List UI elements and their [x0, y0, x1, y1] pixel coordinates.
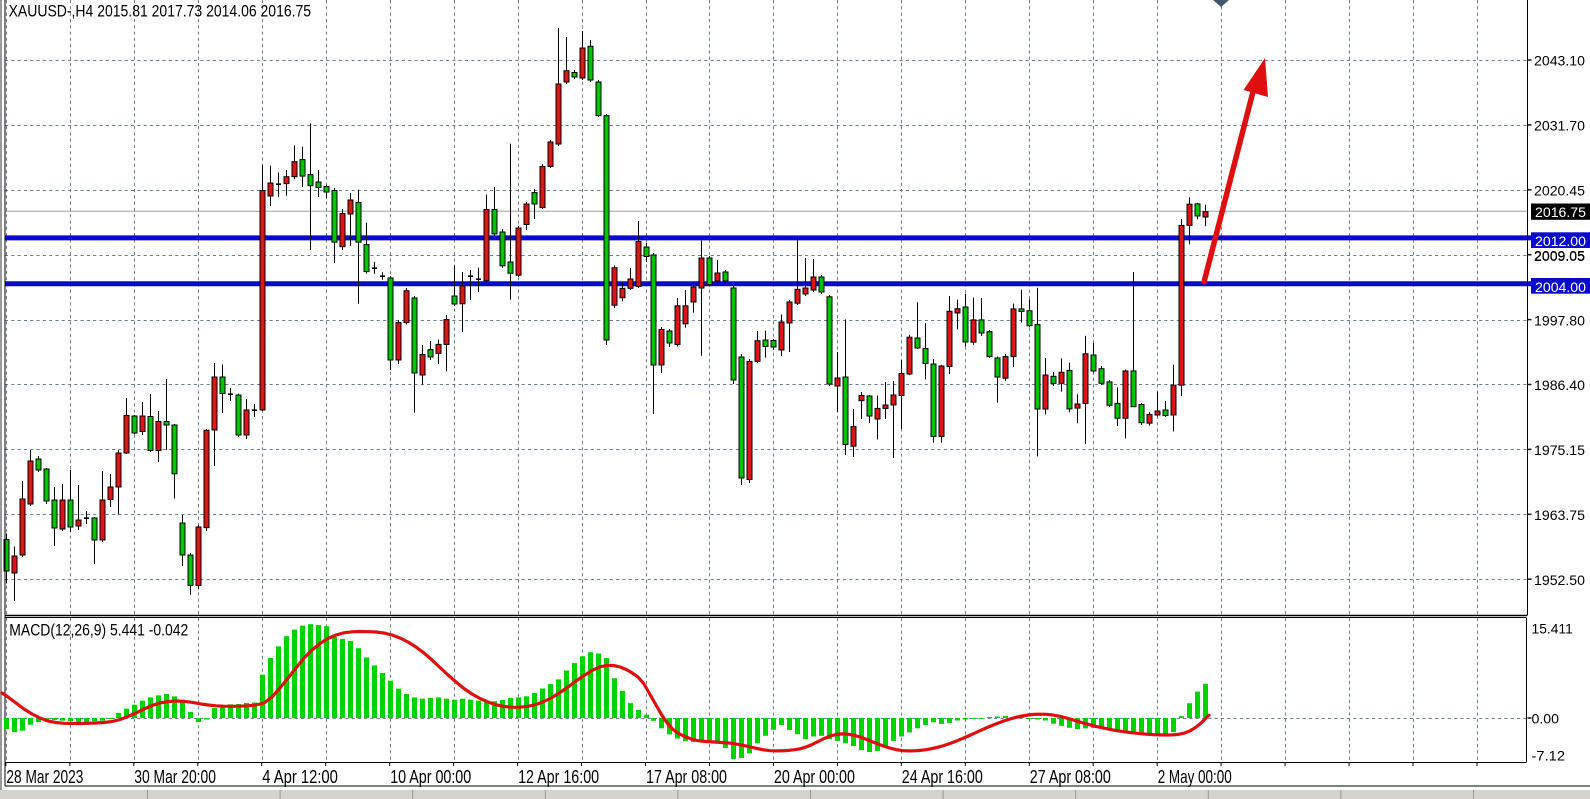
- svg-text:15.411: 15.411: [1532, 622, 1573, 638]
- svg-text:1997.80: 1997.80: [1534, 313, 1585, 329]
- svg-text:MACD(12,26,9) 5.441 -0.042: MACD(12,26,9) 5.441 -0.042: [9, 621, 188, 639]
- svg-text:2009.05: 2009.05: [1534, 248, 1585, 264]
- svg-text:24 Apr 16:00: 24 Apr 16:00: [902, 767, 983, 787]
- svg-text:30 Mar 20:00: 30 Mar 20:00: [134, 767, 216, 787]
- svg-text:2043.10: 2043.10: [1534, 54, 1585, 70]
- svg-text:2 May 00:00: 2 May 00:00: [1158, 767, 1232, 787]
- svg-text:1975.15: 1975.15: [1534, 443, 1585, 459]
- svg-text:2016.75: 2016.75: [1535, 205, 1586, 221]
- svg-text:28 Mar 2023: 28 Mar 2023: [6, 767, 83, 787]
- svg-text:20 Apr 00:00: 20 Apr 00:00: [774, 767, 855, 787]
- svg-text:2009.05: 2009.05: [1534, 249, 1585, 265]
- svg-text:12 Apr 16:00: 12 Apr 16:00: [518, 767, 599, 787]
- svg-text:2004.00: 2004.00: [1535, 280, 1586, 296]
- svg-text:-7.12: -7.12: [1532, 749, 1566, 765]
- svg-text:2031.70: 2031.70: [1534, 119, 1585, 135]
- svg-text:1986.40: 1986.40: [1534, 378, 1585, 394]
- svg-text:4 Apr 12:00: 4 Apr 12:00: [262, 767, 338, 787]
- svg-text:17 Apr 08:00: 17 Apr 08:00: [646, 767, 727, 787]
- svg-text:1963.75: 1963.75: [1534, 508, 1585, 524]
- svg-text:XAUUSD-,H4 2015.81 2017.73 20: XAUUSD-,H4 2015.81 2017.73 2014.06 2016.…: [9, 2, 312, 21]
- svg-text:27 Apr 08:00: 27 Apr 08:00: [1030, 767, 1111, 787]
- svg-text:1952.50: 1952.50: [1534, 573, 1585, 589]
- svg-text:0.00: 0.00: [1532, 712, 1560, 728]
- svg-text:2012.00: 2012.00: [1535, 234, 1586, 250]
- svg-text:10 Apr 00:00: 10 Apr 00:00: [390, 767, 471, 787]
- svg-text:2020.45: 2020.45: [1534, 184, 1585, 200]
